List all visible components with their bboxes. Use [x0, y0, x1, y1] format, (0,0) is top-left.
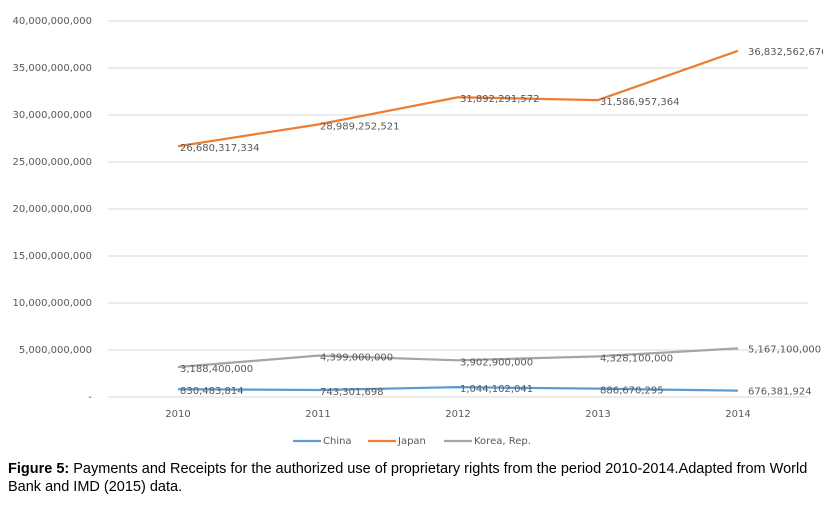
- series-line: [177, 347, 739, 369]
- legend-label: Korea, Rep.: [474, 436, 531, 447]
- legend-label: China: [323, 436, 352, 447]
- x-tick-label: 2014: [725, 409, 750, 420]
- data-label: 1,044,102,041: [460, 384, 533, 395]
- data-label: 743,301,698: [320, 387, 384, 398]
- data-label: 830,483,814: [180, 386, 244, 397]
- y-tick-label: 30,000,000,000: [12, 110, 92, 121]
- y-tick-label: 10,000,000,000: [12, 298, 92, 309]
- series-line: [177, 386, 739, 392]
- data-label: 3,902,900,000: [460, 357, 533, 368]
- data-label: 5,167,100,000: [748, 344, 821, 355]
- x-tick-label: 2013: [585, 409, 610, 420]
- data-label: 28,989,252,521: [320, 122, 400, 133]
- caption: Figure 5: Payments and Receipts for the …: [8, 460, 818, 496]
- y-tick-label: 40,000,000,000: [12, 16, 92, 27]
- data-label: 31,586,957,364: [600, 97, 680, 108]
- data-label: 886,670,295: [600, 386, 664, 397]
- data-label: 4,399,000,000: [320, 353, 393, 364]
- data-label: 36,832,562,676: [748, 47, 823, 58]
- data-label: 676,381,924: [748, 387, 812, 398]
- y-tick-label: 20,000,000,000: [12, 204, 92, 215]
- data-label: 26,680,317,334: [180, 143, 260, 154]
- x-tick-label: 2010: [165, 409, 190, 420]
- caption-label: Figure 5:: [8, 461, 70, 477]
- y-tick-label: 25,000,000,000: [12, 157, 92, 168]
- legend-label: Japan: [397, 436, 426, 447]
- data-label: 3,188,400,000: [180, 364, 253, 375]
- data-label: 4,328,100,000: [600, 353, 673, 364]
- caption-text: Payments and Receipts for the authorized…: [8, 461, 808, 495]
- x-tick-label: 2011: [305, 409, 330, 420]
- y-tick-label: 5,000,000,000: [19, 345, 92, 356]
- data-label: 31,892,291,572: [460, 94, 540, 105]
- y-tick-label: 15,000,000,000: [12, 251, 92, 262]
- y-tick-label: -: [88, 392, 92, 403]
- x-tick-label: 2012: [445, 409, 470, 420]
- chart: - 5,000,000,000 10,000,000,000 15,000,000,0…: [12, 16, 823, 447]
- y-tick-label: 35,000,000,000: [12, 63, 92, 74]
- series-line: [177, 49, 739, 148]
